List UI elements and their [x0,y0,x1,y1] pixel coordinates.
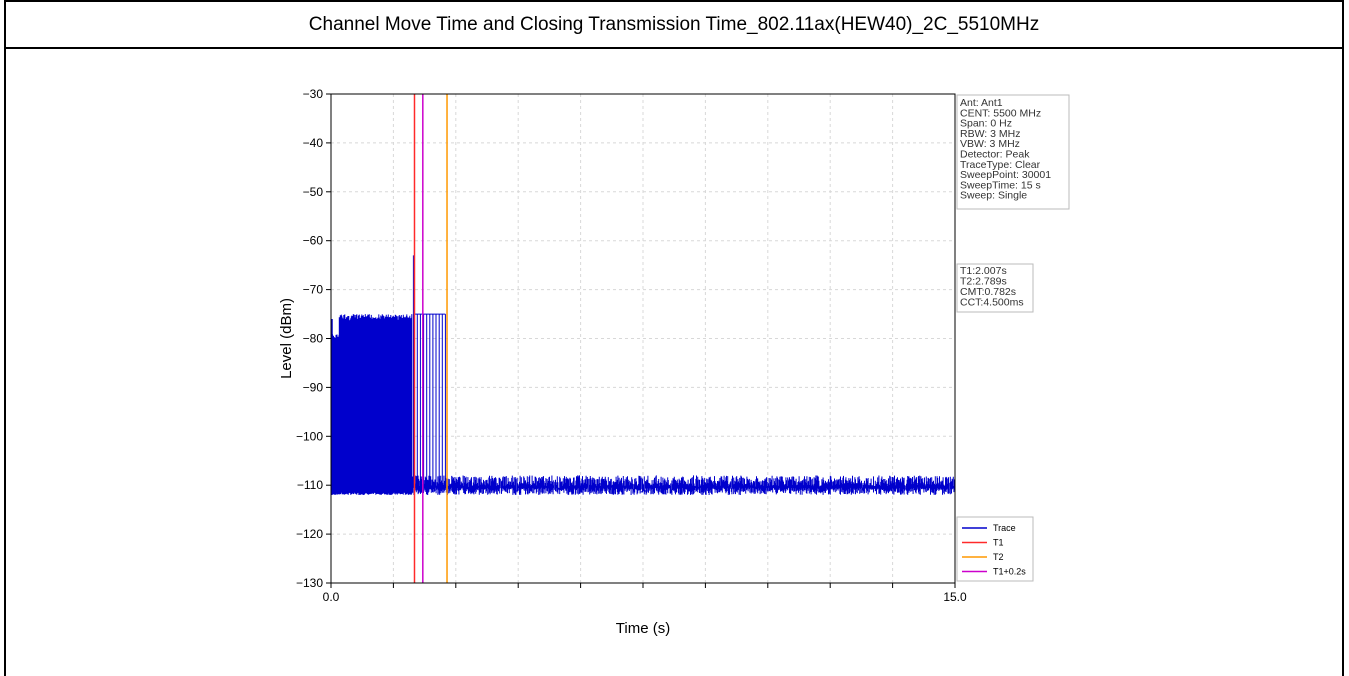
results-line: T1:2.007s [960,265,1007,277]
results-line: CMT:0.782s [960,286,1016,298]
legend: Trace T1 T2 T1+0.2s [956,516,1034,582]
settings-line: Sweep: Single [960,190,1027,202]
y-tick-label: −130 [296,576,323,590]
settings-line: TraceType: Clear [960,159,1041,171]
legend-label: T1+0.2s [993,567,1026,577]
settings-line: RBW: 3 MHz [960,128,1020,140]
y-tick-label: −90 [303,380,324,394]
y-tick-label: −40 [303,136,324,150]
y-tick-label: −30 [303,87,324,101]
y-tick-label: −110 [297,478,323,492]
x-axis-label: Time (s) [616,620,670,637]
results-box-border [956,263,1034,313]
x-tick-label: 0.0 [323,590,340,604]
y-tick-label: −120 [296,527,323,541]
settings-line: CENT: 5500 MHz [960,107,1041,119]
settings-line: SweepTime: 15 s [960,179,1041,191]
y-tick-label: −50 [303,185,324,199]
legend-label: T2 [993,552,1004,562]
results-line: T2:2.789s [960,276,1007,288]
settings-line: Detector: Peak [960,149,1030,161]
trace-line [331,255,955,495]
y-tick-label: −80 [303,332,324,346]
settings-line: Ant: Ant1 [960,97,1003,109]
y-tick-label: −100 [296,429,323,443]
settings-box-border [956,94,1070,210]
y-tick-label: −70 [303,283,324,297]
plot-area [331,255,955,495]
results-line: CCT:4.500ms [960,297,1024,309]
figure-title: Channel Move Time and Closing Transmissi… [6,2,1342,49]
y-tick-label: −60 [303,234,324,248]
grid-lines [331,93,955,584]
settings-line: SweepPoint: 30001 [960,169,1051,181]
figure-frame: Channel Move Time and Closing Transmissi… [4,0,1344,676]
settings-line: VBW: 3 MHz [960,138,1020,150]
legend-label: Trace [993,523,1016,533]
legend-label: T1 [993,538,1004,548]
x-tick-label: 15.0 [943,590,967,604]
y-axis-label: Level (dBm) [278,298,295,379]
settings-line: Span: 0 Hz [960,118,1012,130]
